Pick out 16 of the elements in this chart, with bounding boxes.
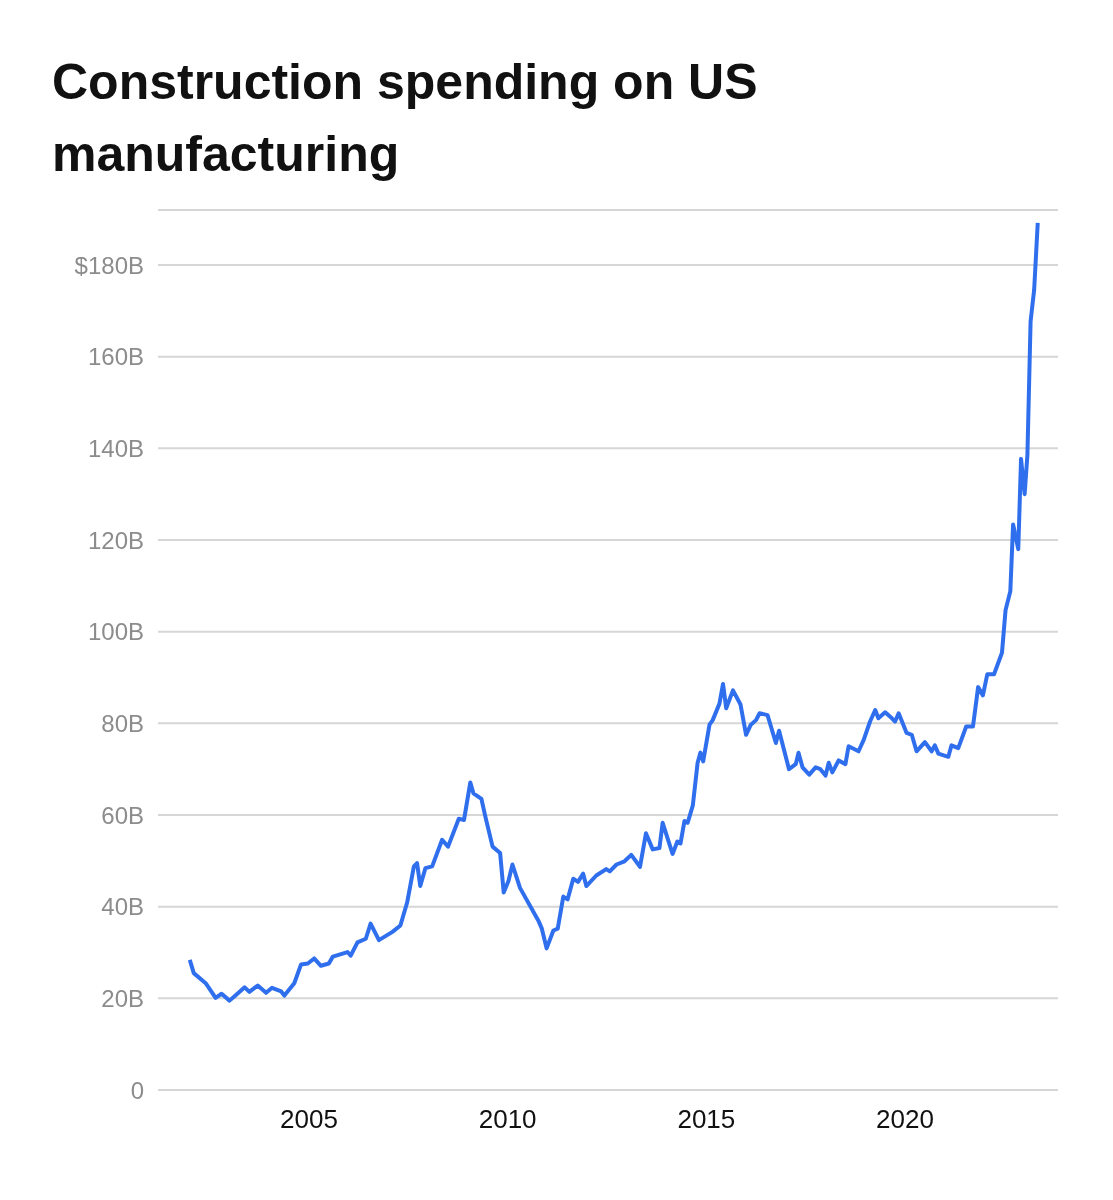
y-tick-label: 80B xyxy=(101,709,144,737)
x-tick-label: 2005 xyxy=(280,1104,338,1135)
y-tick-label: 60B xyxy=(101,801,144,829)
x-tick-label: 2010 xyxy=(478,1104,537,1135)
y-tick-label: 120B xyxy=(87,526,144,554)
y-tick-label: 20B xyxy=(101,984,144,1012)
y-tick-label: 40B xyxy=(101,893,144,921)
y-tick-label: 160B xyxy=(87,343,144,371)
y-tick-label: 0 xyxy=(130,1076,144,1104)
x-tick-label: 2020 xyxy=(876,1104,934,1135)
y-tick-label: 100B xyxy=(87,618,144,646)
y-tick-label: 140B xyxy=(87,434,144,462)
y-tick-label: $180B xyxy=(74,251,144,279)
line-series xyxy=(187,220,1040,1003)
chart-title: Construction spending on US manufacturing xyxy=(52,53,759,184)
x-tick-label: 2015 xyxy=(677,1104,736,1135)
